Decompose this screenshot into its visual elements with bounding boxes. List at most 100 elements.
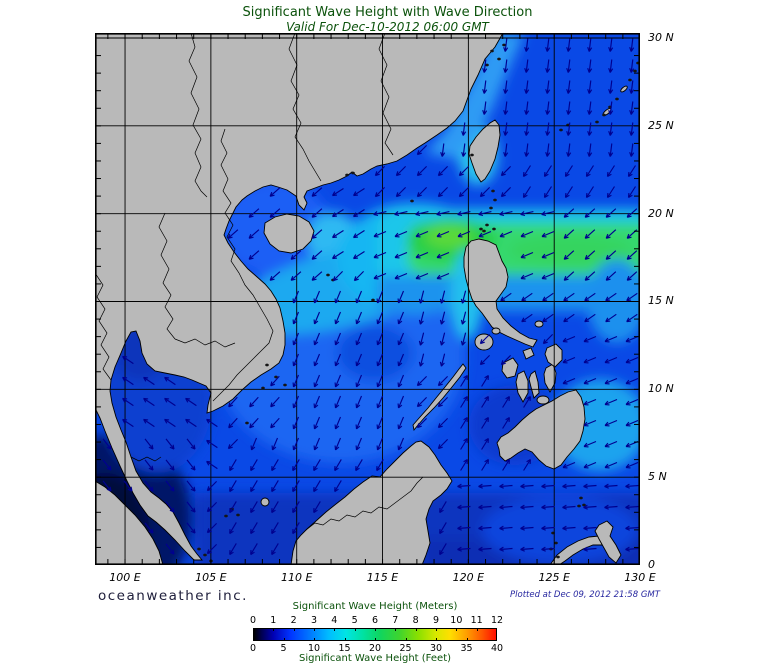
feet-tick: 35 [460,643,473,654]
wave-direction-arrow [479,186,491,198]
wave-direction-arrow [479,354,491,366]
wave-direction-arrow [165,543,175,555]
wave-direction-arrow [584,292,596,302]
wave-direction-arrow [185,418,197,428]
wave-direction-arrow [292,353,300,367]
wave-direction-arrow [562,356,576,364]
wave-direction-arrow [604,504,618,510]
wave-direction-arrow [583,440,597,448]
wave-direction-arrow [608,122,614,136]
oceanweather-logo: oceanweather inc. [98,588,248,604]
wave-direction-arrow [122,376,134,386]
wave-direction-arrow [542,333,554,345]
wave-direction-arrow [292,522,300,535]
wave-direction-arrow [460,290,467,304]
wave-direction-arrow [397,353,405,367]
wave-direction-arrow [478,211,492,217]
wave-direction-arrow [250,501,258,514]
wave-direction-arrow [353,188,365,197]
wave-direction-arrow [608,38,614,52]
lon-label: 115 E [366,571,399,584]
wave-direction-arrow [439,311,446,325]
wave-direction-arrow [625,377,639,385]
wave-direction-arrow [545,101,551,115]
wave-direction-arrow [394,211,408,217]
meters-tick-mark [293,628,295,631]
wave-direction-arrow [503,38,509,52]
wave-direction-arrow [269,187,281,197]
wave-direction-arrow [143,418,155,428]
legend-meters-title: Significant Wave Height (Meters) [292,601,458,612]
wave-direction-arrow [355,353,363,367]
wave-direction-arrow [524,80,530,94]
meters-tick: 2 [290,615,297,626]
border-line [305,476,424,531]
wave-direction-arrow [332,251,344,260]
feet-tick: 0 [249,643,257,654]
wave-direction-arrow [122,397,134,407]
wave-direction-arrow [334,311,342,325]
meters-tick-mark [253,628,255,631]
wave-direction-arrow [376,395,384,409]
wave-direction-arrow [436,272,450,280]
wave-direction-arrow [605,271,617,281]
wave-direction-arrow [583,461,597,469]
wave-direction-arrow [292,311,300,325]
lat-label: 30 N [648,30,674,44]
wave-direction-arrow [436,251,450,259]
wave-direction-arrow [627,165,636,177]
wave-direction-arrow [437,438,449,450]
wave-direction-arrow [563,292,575,302]
wave-direction-arrow [457,525,471,531]
wave-direction-arrow [583,525,597,531]
islet-dot [482,229,486,233]
wave-direction-arrow [605,250,617,260]
feet-tick: 25 [399,643,412,654]
wave-direction-arrow [626,250,638,260]
wave-direction-arrow [604,335,618,343]
wave-direction-arrow [457,483,471,489]
border-line [378,33,394,156]
meters-tick: 5 [351,615,358,626]
wave-direction-arrow [604,398,618,406]
wave-direction-arrow [144,522,154,534]
wave-direction-arrow [311,271,323,281]
wave-direction-arrow [562,525,576,531]
border-line [212,128,274,402]
wave-direction-arrow [165,501,175,513]
wave-direction-arrow [374,165,386,177]
wave-direction-arrow [355,290,363,304]
wave-direction-arrow [583,419,597,427]
wave-direction-arrow [250,480,258,493]
islet-dot [351,171,355,175]
wave-direction-arrow [416,186,428,198]
wave-direction-arrow [541,251,555,259]
wave-direction-arrow [416,417,428,429]
islet-dot [615,97,619,101]
islet-dot [489,206,493,210]
wave-direction-arrow [481,396,489,408]
lat-label: 5 N [648,470,667,484]
lon-label: 125 E [538,571,570,584]
wave-direction-arrow [416,396,428,408]
wave-direction-arrow [457,504,471,510]
wave-direction-arrow [436,230,450,238]
wave-direction-arrow [604,377,618,385]
wave-direction-arrow [563,208,575,218]
wave-direction-arrow [332,270,344,282]
wave-direction-arrow [229,480,237,493]
lat-label: 0 [648,558,655,571]
wave-direction-arrow [524,38,530,52]
plotted-timestamp: Plotted at Dec 09, 2012 21:58 GMT [510,590,660,600]
wave-direction-arrow [583,504,597,510]
wave-direction-arrow [334,480,342,493]
islet-dot [556,555,560,559]
wave-direction-arrow [564,186,573,198]
wave-direction-arrow [503,80,509,94]
wave-direction-arrow [608,101,614,115]
wave-direction-arrow [629,143,635,157]
feet-tick-mark [436,638,437,641]
wave-direction-arrow [625,356,639,364]
wave-direction-arrow [499,211,513,217]
islet-dot [203,553,207,557]
